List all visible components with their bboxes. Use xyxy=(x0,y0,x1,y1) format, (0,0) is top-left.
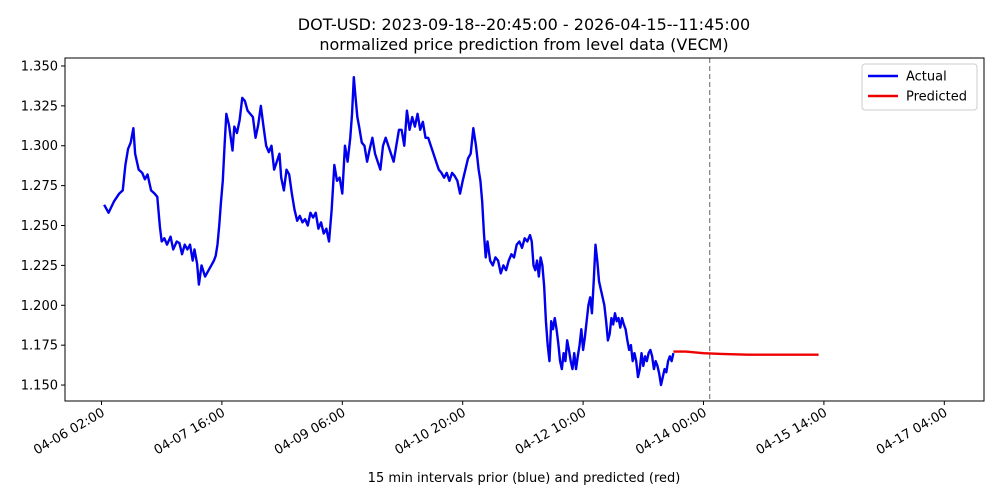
plot-frame xyxy=(64,57,985,402)
x-axis-label: 15 min intervals prior (blue) and predic… xyxy=(368,471,681,486)
y-tick-label: 1.300 xyxy=(21,139,58,154)
x-tick-label: 04-10 20:00 xyxy=(392,405,468,458)
legend-label-predicted: Predicted xyxy=(906,90,967,105)
legend: Actual Predicted xyxy=(861,63,978,111)
y-tick-label: 1.175 xyxy=(21,339,58,354)
y-tick-label: 1.150 xyxy=(21,379,58,394)
legend-label-actual: Actual xyxy=(906,70,947,85)
y-tick-label: 1.225 xyxy=(21,259,58,274)
series-line-predicted xyxy=(673,350,819,356)
chart-title: DOT-USD: 2023-09-18--20:45:00 - 2026-04-… xyxy=(298,15,750,34)
x-tick-label: 04-06 02:00 xyxy=(31,405,107,458)
y-tick-label: 1.250 xyxy=(21,219,58,234)
y-tick-label: 1.200 xyxy=(21,299,58,314)
series-line-actual xyxy=(103,75,675,387)
plot-area xyxy=(103,58,819,401)
x-tick-label: 04-09 06:00 xyxy=(272,405,348,458)
axes: 1.150 1.175 1.200 1.225 1.250 1.275 1.300 1.325… xyxy=(21,57,985,458)
y-tick-label: 1.275 xyxy=(21,179,58,194)
y-tick-label: 1.350 xyxy=(21,59,58,74)
x-tick-label: 04-15 14:00 xyxy=(754,405,830,458)
x-tick-label: 04-17 04:00 xyxy=(874,405,950,458)
x-tick-label: 04-07 16:00 xyxy=(152,405,228,458)
x-tick-label: 04-14 00:00 xyxy=(633,405,709,458)
x-tick-label: 04-12 10:00 xyxy=(513,405,589,458)
y-tick-label: 1.325 xyxy=(21,99,58,114)
chart-subtitle: normalized price prediction from level d… xyxy=(319,35,728,54)
